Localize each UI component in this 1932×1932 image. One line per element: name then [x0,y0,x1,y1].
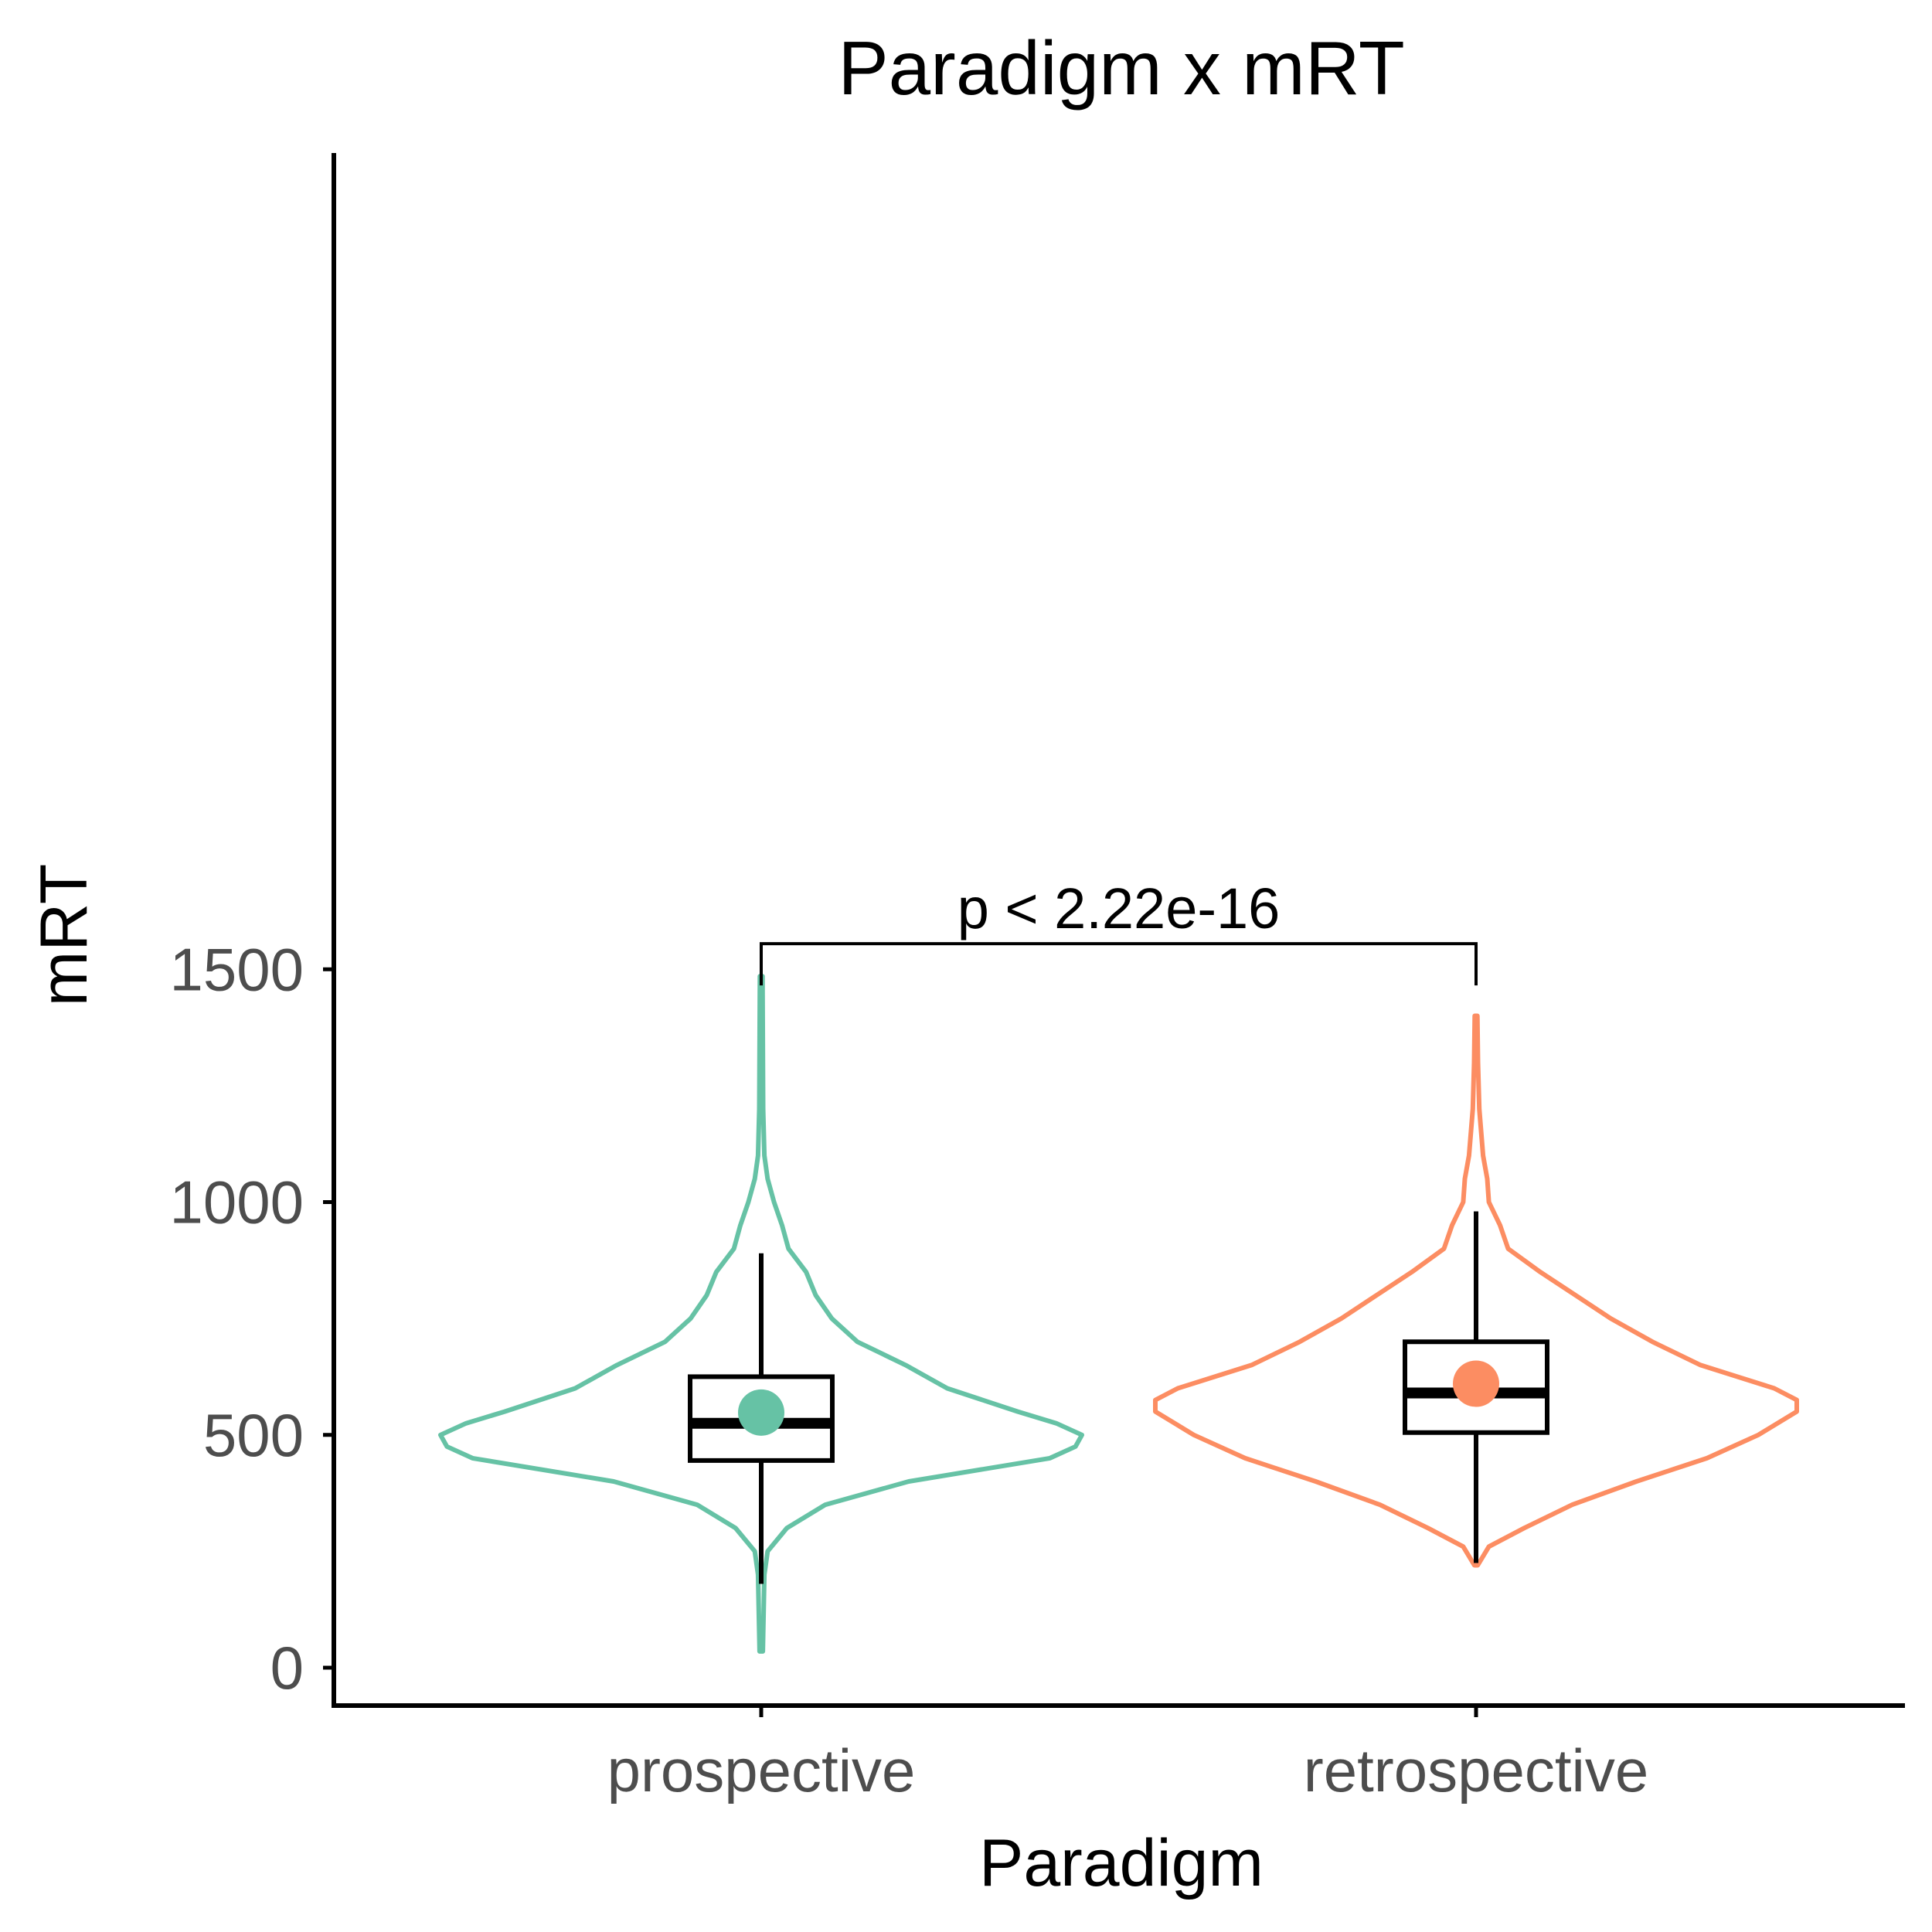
y-tick-label: 1000 [169,1168,304,1236]
x-tick-label: retrospective [1304,1736,1649,1804]
y-tick-label: 1500 [169,935,304,1003]
chart-title: Paradigm x mRT [838,26,1404,111]
comparison-bracket [760,942,1478,986]
x-tick-label: prospective [607,1736,916,1804]
y-tick-label: 500 [203,1401,304,1469]
y-tick-label: 0 [270,1634,304,1702]
plot-area: p < 2.22e-16 [438,876,1799,1654]
violin-retrospective [1153,1013,1799,1568]
y-axis-title: mRT [27,864,101,1007]
x-axis-title: Paradigm [979,1826,1264,1900]
mean-point-retrospective [1453,1360,1499,1407]
axes: 0 500 1000 1500 prospective retrospective [169,153,1905,1804]
p-value-label: p < 2.22e-16 [957,876,1281,940]
mean-point-prospective [738,1389,784,1436]
